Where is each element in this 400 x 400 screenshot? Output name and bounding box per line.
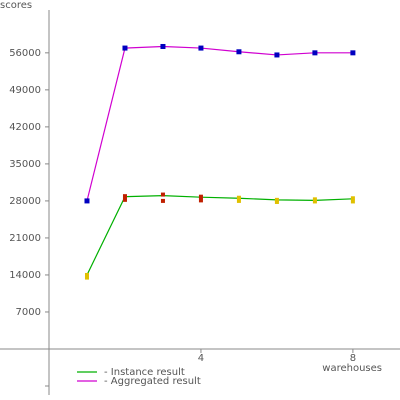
point-marker <box>160 43 166 49</box>
instance-marker <box>350 199 355 204</box>
instance-marker <box>236 195 241 200</box>
point-marker <box>236 49 242 55</box>
point-marker <box>312 50 318 56</box>
y-tick-label: 14000 <box>9 270 41 281</box>
instance-marker <box>84 272 89 277</box>
point-marker <box>198 45 204 51</box>
instance-marker <box>84 275 89 280</box>
y-tick-label: 42000 <box>9 122 41 133</box>
x-axis-label: warehouses <box>322 363 382 374</box>
point-marker <box>274 52 280 58</box>
x-tick-label: 4 <box>198 353 204 364</box>
instance-marker <box>198 194 203 199</box>
y-tick-label: 56000 <box>9 48 41 59</box>
instance-marker <box>198 198 203 203</box>
instance-marker <box>122 197 127 202</box>
legend-label: - Aggregated result <box>104 376 201 387</box>
y-tick-label: 28000 <box>9 196 41 207</box>
series-line <box>86 195 353 276</box>
instance-marker <box>312 197 317 202</box>
point-marker <box>122 45 128 51</box>
instance-marker <box>160 192 165 197</box>
y-tick-label: 7000 <box>16 307 41 318</box>
instance-marker <box>350 196 355 201</box>
series-line <box>86 45 353 202</box>
point-marker <box>84 198 90 204</box>
x-tick-label: 8 <box>350 353 356 364</box>
y-axis-label: scores <box>0 0 32 11</box>
instance-marker <box>160 198 165 203</box>
instance-marker <box>122 194 127 199</box>
y-tick-label: 49000 <box>9 85 41 96</box>
instance-marker <box>236 198 241 203</box>
y-tick-label: 21000 <box>9 233 41 244</box>
point-marker <box>350 50 356 56</box>
instance-marker <box>274 197 279 202</box>
instance-marker <box>274 199 279 204</box>
legend-label: - Instance result <box>104 367 185 378</box>
instance-marker <box>312 199 317 204</box>
y-tick-label: 35000 <box>9 159 41 170</box>
